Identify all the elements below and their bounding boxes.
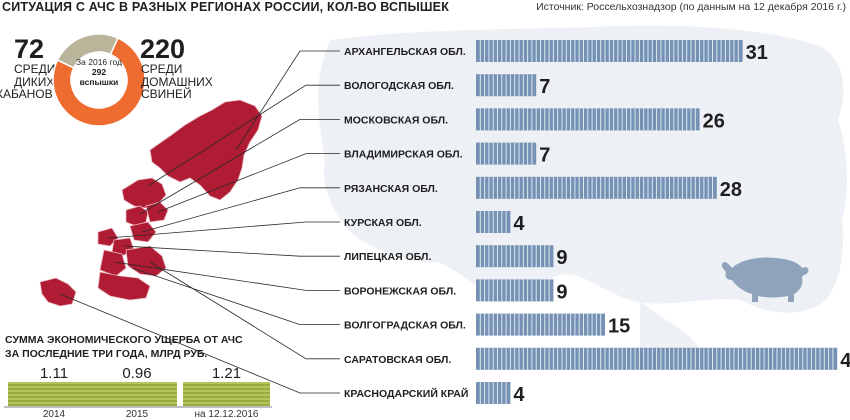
bar-value-labels: 3172672849915424: [513, 42, 850, 406]
damage-bar: [8, 382, 100, 406]
region-moscow-shape: [125, 205, 149, 227]
damage-bar: [183, 382, 270, 406]
russia-region-map: [39, 99, 263, 307]
region-vologda-shape: [121, 177, 167, 209]
connector-line: [235, 50, 340, 151]
region-label: ВОРОНЕЖСКАЯ ОБЛ.: [344, 285, 456, 297]
pig-icon: [721, 257, 809, 302]
domestic-caption-line: СРЕДИ: [141, 62, 183, 76]
bar-value-label: 42: [840, 350, 850, 372]
connector-line: [131, 267, 340, 326]
donut-slice-domestic: [52, 37, 146, 127]
bar-value-label: 7: [539, 145, 550, 167]
region-arkhangelsk-shape: [149, 99, 263, 201]
damage-year-label: 2014: [43, 409, 66, 420]
source-note: Источник: Россельхознадзор (по данным на…: [536, 1, 846, 13]
connector-line: [147, 84, 340, 187]
region-voronezh-shape: [99, 249, 127, 277]
region-saratov-shape: [125, 245, 167, 277]
region-volgograd-shape: [97, 271, 151, 301]
outbreak-donut: [52, 33, 146, 127]
region-label: МОСКОВСКАЯ ОБЛ.: [344, 114, 448, 126]
damage-bar-chart: 1.11 2014 0.96 2015 1.21 на 12.12.2016: [4, 365, 272, 420]
damage-value-label: 1.11: [40, 365, 68, 382]
connector-line: [107, 221, 340, 239]
bar-value-label: 15: [608, 316, 630, 338]
chart-title: СИТУАЦИЯ С АЧС В РАЗНЫХ РЕГИОНАХ РОССИИ,…: [2, 0, 450, 14]
wild-caption-line: КАБАНОВ: [0, 87, 53, 101]
region-label: САРАТОВСКАЯ ОБЛ.: [344, 354, 451, 366]
damage-bar: [97, 382, 177, 406]
region-label: ВОЛОГОДСКАЯ ОБЛ.: [344, 80, 454, 92]
damage-year-label: 2015: [126, 409, 149, 420]
damage-year-label: на 12.12.2016: [195, 409, 259, 420]
region-label: РЯЗАНСКАЯ ОБЛ.: [344, 183, 438, 195]
domestic-caption-line: СВИНЕЙ: [141, 87, 192, 101]
region-label: ВЛАДИМИРСКАЯ ОБЛ.: [344, 149, 463, 161]
region-vladimir-shape: [145, 201, 169, 223]
region-label: КУРСКАЯ ОБЛ.: [344, 217, 422, 229]
bar-value-label: 26: [703, 110, 725, 132]
region-krasnodar-shape: [39, 277, 77, 307]
connector-line: [59, 293, 340, 394]
bar-value-label: 28: [720, 179, 742, 201]
region-label: ЛИПЕЦКАЯ ОБЛ.: [344, 251, 431, 263]
damage-value-label: 0.96: [122, 365, 151, 382]
region-connector-lines: [59, 50, 340, 394]
donut-caption-bottom: 292 вспышки: [79, 67, 119, 87]
donut-caption-top: За 2016 год: [76, 57, 122, 67]
region-label: АРХАНГЕЛЬСКАЯ ОБЛ.: [344, 46, 466, 58]
bar-value-label: 7: [539, 76, 550, 98]
connector-line: [123, 245, 340, 257]
bar-value-label: 9: [556, 247, 567, 269]
region-label: КРАСНОДАРСКИЙ КРАЙ: [344, 387, 468, 400]
connector-line: [149, 261, 340, 360]
connector-line: [141, 187, 340, 233]
wild-boar-count: 72: [14, 34, 45, 64]
region-label: ВОЛГОГРАДСКАЯ ОБЛ.: [344, 320, 466, 332]
connector-line: [113, 261, 340, 291]
bar-value-label: 9: [556, 281, 567, 303]
damage-title-line: СУММА ЭКОНОМИЧЕСКОГО УЩЕРБА ОТ АЧС: [5, 334, 243, 346]
connector-line: [157, 153, 340, 213]
bar-value-label: 4: [513, 213, 525, 235]
bar-value-label: 4: [513, 384, 525, 406]
damage-title: СУММА ЭКОНОМИЧЕСКОГО УЩЕРБА ОТ АЧС ЗА ПО…: [5, 333, 243, 361]
domestic-pig-count: 220: [140, 34, 186, 64]
connector-line: [139, 119, 340, 215]
domestic-pig-caption: СРЕДИ ДОМАШНИХ СВИНЕЙ: [141, 63, 213, 101]
outbreak-bars: [476, 40, 838, 404]
damage-value-label: 1.21: [212, 365, 241, 382]
region-labels: АРХАНГЕЛЬСКАЯ ОБЛ. ВОЛОГОДСКАЯ ОБЛ. МОСКОВ…: [344, 46, 468, 400]
domestic-caption-line: ДОМАШНИХ: [141, 74, 213, 89]
damage-title-line: ЗА ПОСЛЕДНИЕ ТРИ ГОДА, МЛРД РУБ.: [5, 348, 208, 360]
donut-center-label: За 2016 год 292 вспышки: [76, 57, 122, 87]
bar-value-label: 31: [746, 42, 768, 64]
